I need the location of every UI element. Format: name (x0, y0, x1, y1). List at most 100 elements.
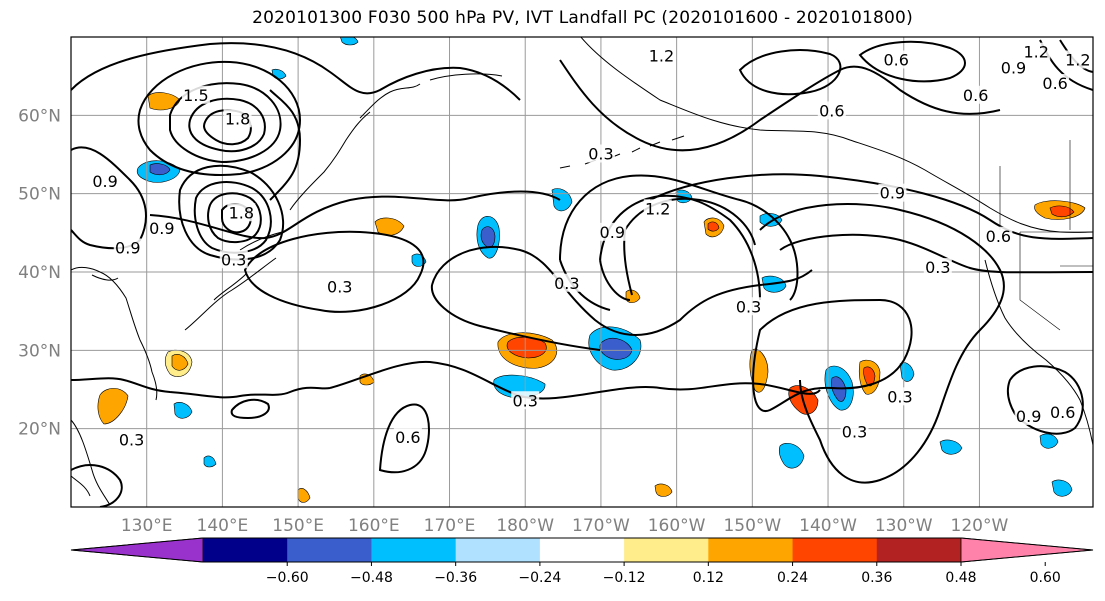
colorbar-tick-label: 0.24 (777, 570, 808, 586)
pv-contour-0.9 (137, 60, 302, 176)
longitude-label: 130°E (121, 516, 173, 536)
north-america-coastline (984, 259, 1093, 446)
longitude-label: 170°W (572, 516, 630, 536)
contour-label-background (734, 297, 763, 316)
colorbar-extend-min (70, 537, 204, 563)
colorbar-tick-label: −0.48 (350, 570, 393, 586)
contour-label: 0.3 (842, 423, 867, 442)
positive-anomaly-patch (707, 221, 720, 232)
longitude-label: 130°W (875, 516, 933, 536)
contour-label-background (598, 222, 627, 241)
negative-anomaly-patch (203, 455, 217, 468)
contour-label: 0.6 (395, 428, 420, 447)
colorbar-segment (203, 538, 288, 562)
colorbar-segment (876, 538, 962, 562)
contour-label-background (643, 199, 672, 218)
contour-label: 0.3 (221, 250, 246, 269)
pv-contour-0.6 (738, 49, 842, 96)
contour-label: 0.3 (588, 145, 613, 164)
positive-anomaly-patch (297, 488, 311, 503)
colorbar-tick-label: −0.60 (266, 570, 309, 586)
contour-label-background (91, 171, 120, 190)
pv-contour-0.3 (71, 464, 123, 507)
negative-anomaly-patch (340, 37, 359, 46)
contour-label-background (219, 250, 248, 269)
longitude-label: 140°E (197, 516, 249, 536)
pv-contour-0.6 (378, 403, 430, 474)
pv-contour-0.6 (559, 59, 1001, 152)
colorbar-segment (624, 538, 709, 562)
longitude-label: 140°W (799, 516, 857, 536)
pv-contour-0.9 (559, 174, 799, 311)
negative-anomaly-patch (939, 439, 963, 455)
contour-label-background (923, 258, 952, 277)
contour-label: 0.6 (1050, 403, 1075, 422)
pv-contour-0.3 (329, 360, 821, 400)
contour-label: 0.9 (115, 239, 140, 258)
contour-label: 0.6 (986, 227, 1011, 246)
colorbar-extend-max (960, 537, 1094, 563)
latitude-label: 40°N (18, 263, 61, 283)
alaska-coastline (580, 37, 1093, 233)
colorbar-segment (792, 538, 878, 562)
contour-label-background (984, 226, 1013, 245)
longitude-labels: 130°E 140°E 150°E 160°E 170°E 180°W 170°W 160°W… (121, 516, 1009, 536)
map-title: 2020101300 F030 500 hPa PV, IVT Landfall… (252, 8, 913, 28)
pv-contour-0.9 (178, 164, 285, 261)
contour-label-background (117, 430, 146, 449)
contour-label: 1.2 (1023, 43, 1048, 62)
negative-anomaly-patch (1039, 433, 1059, 449)
negative-anomaly-patch (778, 443, 805, 469)
pv-contour-0.3 (759, 203, 1005, 484)
contour-label-background (227, 203, 256, 222)
pv-contour-1.5 (188, 97, 266, 153)
japan-coastline (184, 231, 283, 331)
contour-label: 0.3 (925, 258, 950, 277)
contour-label: 0.9 (149, 219, 174, 238)
contour-label: 0.9 (600, 223, 625, 242)
negative-anomaly-patch (173, 402, 193, 419)
kamchatka-coastline (289, 73, 503, 211)
asia-coastline (71, 266, 158, 506)
negative-anomaly-patch (149, 163, 171, 176)
pv-contour-1.2 (169, 82, 282, 164)
colorbar-tick-label: 0.12 (693, 570, 724, 586)
positive-anomaly-patch (1049, 205, 1075, 218)
colorbar-segment (371, 538, 457, 562)
colorbar-outline (70, 537, 1094, 563)
pv-contour-0.6 (71, 42, 521, 101)
contour-label-background (511, 391, 540, 410)
contour-label: 0.3 (736, 297, 761, 316)
contour-label: 0.6 (883, 51, 908, 70)
contour-label-background (223, 109, 252, 128)
coastlines (71, 37, 1093, 506)
pv-contour-1.2 (193, 181, 272, 254)
pv-contours (71, 39, 1093, 507)
contour-label: 1.5 (183, 86, 208, 105)
contour-label: 0.3 (119, 430, 144, 449)
pv-contour-0.3 (71, 377, 331, 399)
contour-label-background (113, 238, 142, 257)
contour-label: 1.2 (649, 47, 674, 66)
contour-label: 1.8 (229, 203, 254, 222)
contour-label-background (878, 183, 907, 202)
contour-label-background (325, 277, 354, 296)
colorbar-tick-label: 0.48 (945, 570, 976, 586)
positive-anomaly-patch (97, 388, 129, 425)
contour-label-background (1022, 42, 1051, 61)
contour-label: 0.3 (327, 278, 352, 297)
contour-label-background (1048, 403, 1077, 421)
contour-label: 0.6 (963, 86, 988, 105)
map-area: 0.3 0.3 0.3 0.3 0.3 0.3 0.3 0.3 0.3 0.3 0.6 0.6 0.6 0… (71, 37, 1093, 507)
contour-label: 0.9 (92, 172, 117, 191)
negative-anomaly-patch (599, 338, 633, 360)
us-state-borders (999, 140, 1093, 331)
contour-label: 1.2 (645, 199, 670, 218)
latitude-label: 60°N (18, 106, 61, 126)
longitude-label: 150°E (272, 516, 324, 536)
positive-anomaly-patch (654, 483, 673, 497)
contour-label-background (1014, 406, 1043, 425)
contour-label-background (552, 273, 581, 292)
latitude-labels: 60°N 50°N 40°N 30°N 20°N (18, 106, 61, 439)
